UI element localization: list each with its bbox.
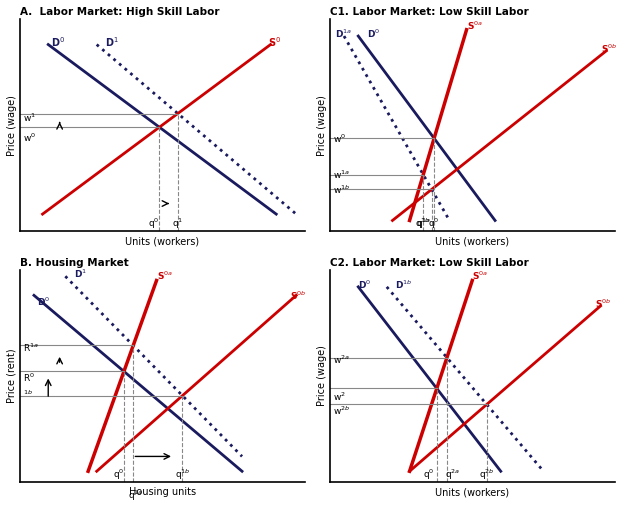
Y-axis label: Price (rent): Price (rent) — [7, 349, 17, 403]
Text: q$^{1b}$: q$^{1b}$ — [415, 216, 431, 231]
X-axis label: Housing units: Housing units — [129, 487, 196, 497]
Text: w$^2$: w$^2$ — [332, 391, 345, 403]
Text: S$^{0a}$: S$^{0a}$ — [466, 19, 483, 32]
Y-axis label: Price (wage): Price (wage) — [7, 95, 17, 156]
Text: w$^0$: w$^0$ — [332, 132, 345, 144]
Text: q$^0$: q$^0$ — [428, 216, 440, 231]
Text: w$^{1a}$: w$^{1a}$ — [332, 168, 349, 181]
Text: q$^1$: q$^1$ — [172, 216, 184, 231]
Text: D$^1$: D$^1$ — [105, 35, 119, 49]
Text: B. Housing Market: B. Housing Market — [19, 258, 129, 268]
X-axis label: Units (workers): Units (workers) — [435, 487, 509, 497]
Text: S$^0$: S$^0$ — [268, 35, 281, 49]
X-axis label: Units (workers): Units (workers) — [125, 237, 199, 246]
X-axis label: Units (workers): Units (workers) — [435, 237, 509, 246]
Text: q$^{1a}$: q$^{1a}$ — [129, 488, 144, 503]
Text: D$^1$: D$^1$ — [74, 268, 87, 280]
Text: S$^{0a}$: S$^{0a}$ — [157, 270, 172, 282]
Text: $^{1b}$: $^{1b}$ — [23, 389, 33, 398]
Text: w$^{2a}$: w$^{2a}$ — [332, 353, 349, 366]
Text: S$^{0b}$: S$^{0b}$ — [601, 43, 617, 55]
Text: w$^1$: w$^1$ — [23, 112, 36, 124]
Text: q$^{1b}$: q$^{1b}$ — [175, 467, 190, 482]
Text: D$^0$: D$^0$ — [367, 28, 380, 40]
Text: q$^{2a}$: q$^{2a}$ — [445, 467, 460, 482]
Text: A.  Labor Market: High Skill Labor: A. Labor Market: High Skill Labor — [19, 7, 219, 17]
Text: R$^0$: R$^0$ — [23, 372, 34, 384]
Text: q$^{1a}$: q$^{1a}$ — [416, 216, 431, 231]
Text: D$^0$: D$^0$ — [358, 278, 371, 291]
Text: D$^0$: D$^0$ — [51, 35, 65, 49]
Text: D$^{1a}$: D$^{1a}$ — [335, 28, 352, 40]
Text: S$^{0b}$: S$^{0b}$ — [290, 289, 307, 302]
Text: w$^0$: w$^0$ — [23, 132, 36, 144]
Text: S$^{0a}$: S$^{0a}$ — [472, 270, 488, 282]
Text: D$^{1b}$: D$^{1b}$ — [395, 278, 413, 291]
Text: q$^0$: q$^0$ — [423, 467, 434, 482]
Text: R$^{1a}$: R$^{1a}$ — [23, 341, 38, 354]
Text: C1. Labor Market: Low Skill Labor: C1. Labor Market: Low Skill Labor — [330, 7, 529, 17]
Y-axis label: Price (wage): Price (wage) — [317, 345, 327, 406]
Text: q$^0$: q$^0$ — [112, 467, 124, 482]
Text: q$^{2b}$: q$^{2b}$ — [479, 467, 495, 482]
Text: D$^0$: D$^0$ — [37, 296, 50, 308]
Text: w$^{2b}$: w$^{2b}$ — [332, 405, 350, 417]
Y-axis label: Price (wage): Price (wage) — [317, 95, 327, 156]
Text: q$^0$: q$^0$ — [148, 216, 159, 231]
Text: S$^{0b}$: S$^{0b}$ — [595, 298, 611, 310]
Text: C2. Labor Market: Low Skill Labor: C2. Labor Market: Low Skill Labor — [330, 258, 529, 268]
Text: w$^{1b}$: w$^{1b}$ — [332, 183, 350, 196]
